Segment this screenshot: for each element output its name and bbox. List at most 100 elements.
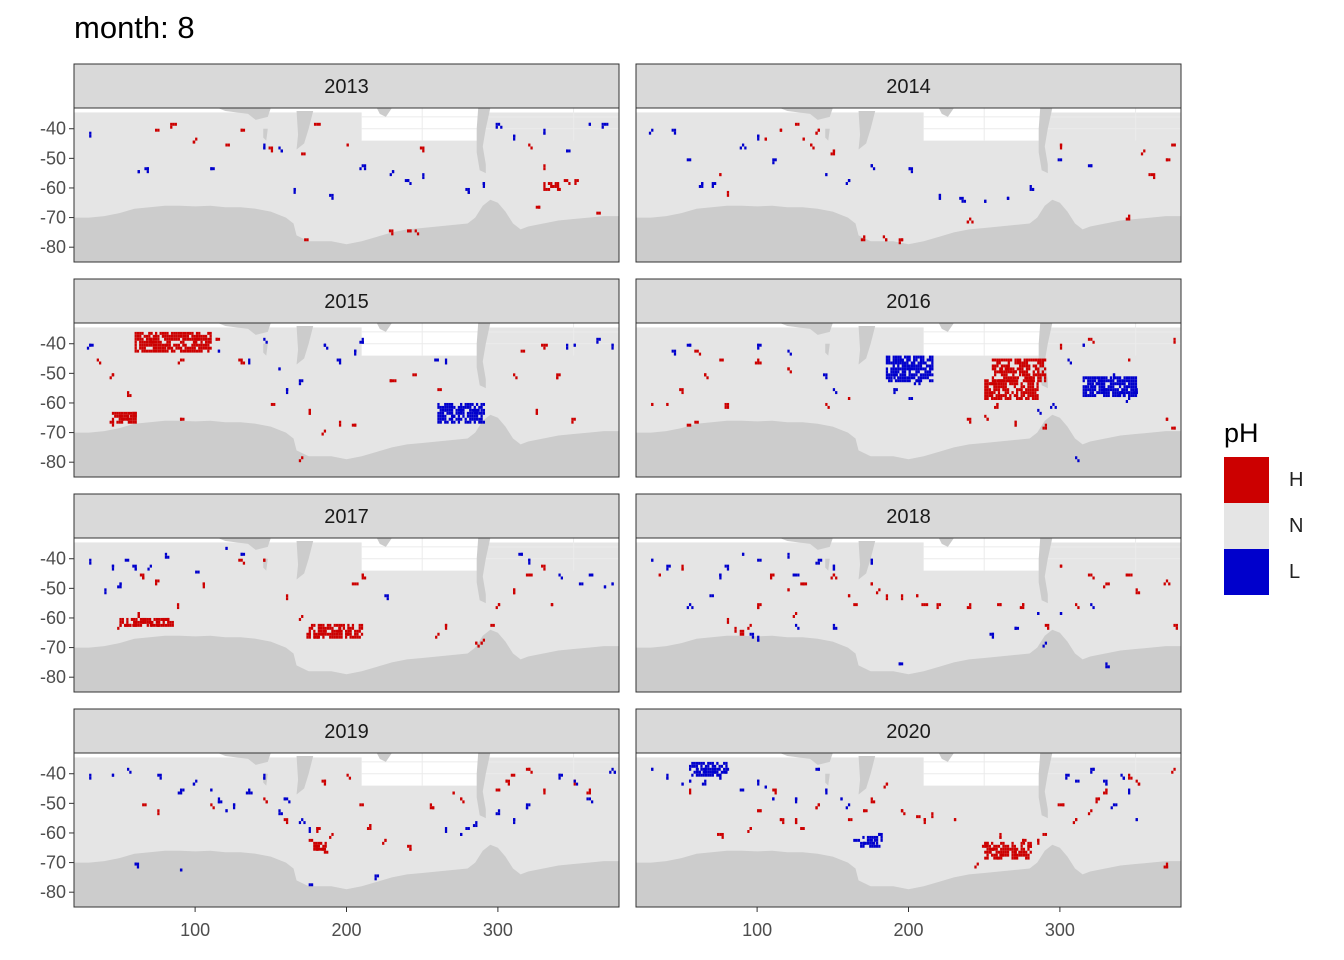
panel-2018: 2018 bbox=[635, 493, 1182, 693]
cell-l bbox=[1067, 358, 1070, 362]
cell-l bbox=[919, 373, 923, 377]
cell-l bbox=[439, 417, 442, 421]
cell-l bbox=[1052, 402, 1055, 406]
cell-h bbox=[310, 623, 314, 627]
cell-l bbox=[278, 367, 281, 371]
cell-h bbox=[317, 632, 321, 636]
cell-l bbox=[919, 361, 923, 365]
cell-l bbox=[1089, 388, 1092, 392]
cell-l bbox=[1089, 379, 1092, 383]
cell-h bbox=[495, 788, 498, 792]
cell-h bbox=[1036, 385, 1039, 389]
cell-h bbox=[747, 626, 750, 630]
cell-h bbox=[739, 629, 742, 633]
cell-h bbox=[931, 815, 934, 819]
cell-l bbox=[1134, 388, 1138, 392]
cell-h bbox=[315, 847, 318, 851]
cell-h bbox=[522, 349, 526, 353]
cell-l bbox=[1130, 391, 1133, 395]
cell-l bbox=[480, 414, 483, 418]
cell-l bbox=[1130, 376, 1133, 380]
cell-h bbox=[191, 346, 194, 350]
cell-l bbox=[757, 558, 760, 562]
cell-h bbox=[315, 844, 318, 848]
cell-l bbox=[723, 770, 726, 774]
cell-h bbox=[1173, 143, 1176, 147]
panel-border bbox=[73, 107, 620, 263]
cell-l bbox=[888, 361, 891, 365]
cell-l bbox=[444, 414, 447, 418]
cell-l bbox=[906, 355, 909, 359]
cell-l bbox=[901, 364, 904, 368]
strip-2013 bbox=[73, 63, 620, 109]
cell-h bbox=[1125, 573, 1129, 577]
cell-h bbox=[1023, 364, 1026, 368]
cell-l bbox=[1091, 388, 1094, 392]
cell-h bbox=[116, 420, 119, 424]
cell-h bbox=[120, 411, 124, 415]
cell-l bbox=[822, 373, 826, 377]
cell-l bbox=[1112, 382, 1115, 386]
cell-h bbox=[1000, 841, 1003, 845]
cell-h bbox=[204, 337, 208, 341]
cell-l bbox=[248, 788, 251, 792]
cell-h bbox=[513, 373, 516, 377]
cell-h bbox=[317, 844, 321, 848]
cell-h bbox=[161, 343, 165, 347]
cell-h bbox=[114, 411, 117, 415]
cell-h bbox=[177, 361, 180, 365]
cell-l bbox=[910, 397, 914, 400]
cell-h bbox=[333, 629, 336, 633]
cell-l bbox=[1135, 818, 1138, 822]
cell-h bbox=[1000, 856, 1003, 860]
cell-l bbox=[1075, 779, 1078, 783]
strip-2019 bbox=[73, 708, 620, 754]
cell-h bbox=[141, 340, 144, 344]
cell-h bbox=[338, 632, 341, 636]
cell-l bbox=[245, 791, 249, 795]
cell-l bbox=[285, 391, 289, 395]
cell-l bbox=[460, 405, 463, 409]
cell-l bbox=[301, 379, 304, 383]
cell-l bbox=[457, 417, 461, 421]
land-new-zealand bbox=[858, 110, 876, 150]
cell-h bbox=[1015, 388, 1019, 392]
cell-h bbox=[207, 349, 210, 353]
cell-h bbox=[739, 632, 742, 636]
cell-h bbox=[1016, 358, 1020, 362]
cell-l bbox=[1098, 376, 1101, 380]
cell-h bbox=[817, 803, 820, 807]
cell-l bbox=[480, 408, 483, 412]
cell-l bbox=[460, 402, 463, 406]
cell-h bbox=[782, 821, 785, 825]
cell-l bbox=[475, 821, 478, 825]
cell-h bbox=[186, 349, 190, 353]
cell-h bbox=[1019, 606, 1023, 610]
cell-h bbox=[179, 417, 183, 421]
cell-l bbox=[926, 358, 929, 362]
cell-h bbox=[162, 617, 165, 621]
cell-h bbox=[757, 361, 760, 365]
cell-l bbox=[1128, 391, 1131, 395]
cell-l bbox=[1096, 382, 1099, 386]
cell-h bbox=[1007, 370, 1010, 374]
cell-l bbox=[832, 388, 836, 392]
cell-h bbox=[150, 343, 153, 347]
cell-h bbox=[1002, 841, 1005, 845]
cell-l bbox=[913, 361, 916, 365]
cell-h bbox=[1027, 853, 1030, 857]
cell-h bbox=[136, 334, 140, 338]
cell-l bbox=[1132, 376, 1135, 380]
cell-h bbox=[1037, 361, 1040, 365]
cell-h bbox=[240, 358, 243, 362]
cell-l bbox=[248, 358, 251, 362]
cell-h bbox=[382, 841, 385, 845]
cell-l bbox=[908, 397, 911, 400]
cell-l bbox=[681, 782, 684, 786]
cell-h bbox=[1034, 391, 1037, 395]
cell-h bbox=[1004, 385, 1007, 389]
cell-h bbox=[863, 809, 866, 813]
cell-l bbox=[437, 405, 440, 409]
cell-h bbox=[342, 623, 345, 627]
cell-l bbox=[1105, 388, 1108, 392]
